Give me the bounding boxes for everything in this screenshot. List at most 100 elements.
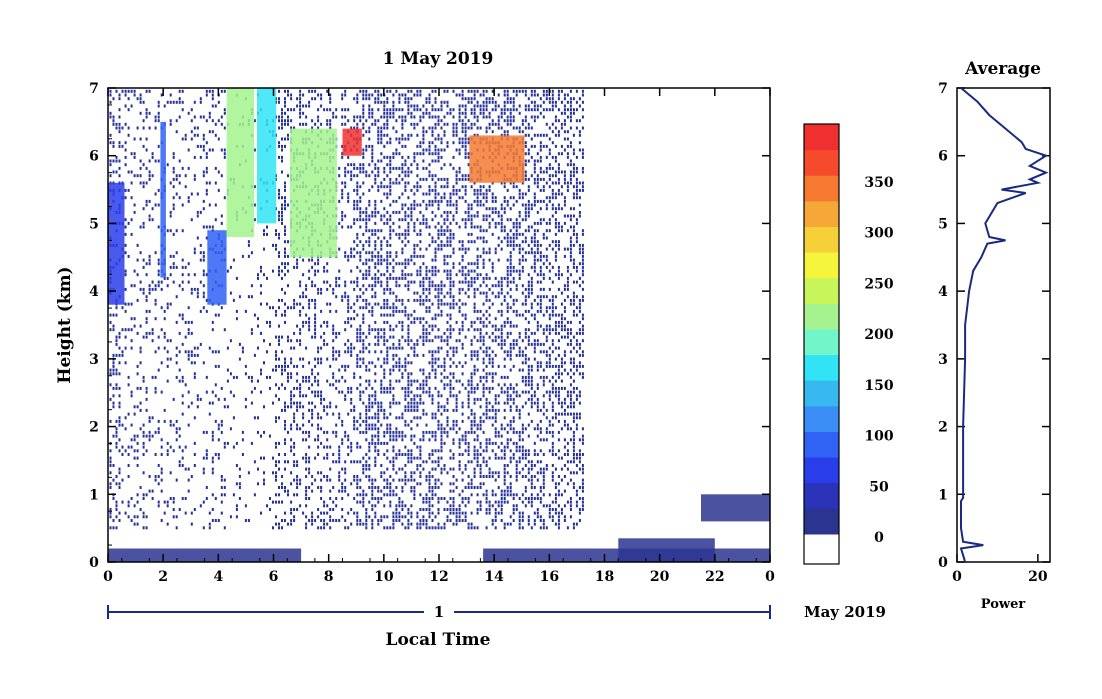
heatmap-noise-cell bbox=[497, 210, 500, 214]
heatmap-noise-cell bbox=[329, 467, 332, 471]
heatmap-noise-cell bbox=[458, 306, 461, 310]
heatmap-noise-cell bbox=[299, 386, 302, 390]
heatmap-noise-cell bbox=[317, 126, 320, 130]
heatmap-noise-cell bbox=[368, 331, 371, 335]
heatmap-noise-cell bbox=[494, 500, 497, 504]
heatmap-noise-cell bbox=[413, 379, 416, 383]
heatmap-noise-cell bbox=[302, 423, 305, 427]
heatmap-noise-cell bbox=[269, 320, 271, 324]
heatmap-noise-cell bbox=[374, 280, 377, 284]
heatmap-noise-cell bbox=[371, 438, 374, 442]
heatmap-noise-cell bbox=[383, 108, 386, 112]
heatmap-noise-cell bbox=[278, 364, 280, 368]
heatmap-noise-cell bbox=[308, 434, 311, 438]
heatmap-noise-cell bbox=[521, 405, 524, 409]
heatmap-noise-cell bbox=[362, 497, 365, 500]
heatmap-noise-cell bbox=[278, 339, 280, 343]
heatmap-noise-cell bbox=[187, 306, 190, 310]
heatmap-noise-cell bbox=[470, 240, 473, 244]
heatmap-noise-cell bbox=[446, 430, 449, 434]
heatmap-noise-cell bbox=[431, 394, 434, 398]
heatmap-noise-cell bbox=[476, 89, 479, 93]
heatmap-noise-cell bbox=[359, 519, 362, 522]
heatmap-noise-cell bbox=[467, 152, 470, 156]
heatmap-noise-cell bbox=[142, 453, 145, 456]
heatmap-noise-cell bbox=[226, 405, 229, 409]
heatmap-noise-cell bbox=[136, 464, 139, 467]
heatmap-noise-cell bbox=[163, 317, 166, 321]
heatmap-noise-cell bbox=[500, 335, 503, 339]
heatmap-noise-cell bbox=[202, 258, 205, 262]
heatmap-noise-cell bbox=[335, 309, 338, 313]
heatmap-noise-cell bbox=[464, 464, 467, 467]
heatmap-noise-cell bbox=[509, 100, 512, 104]
heatmap-noise-cell bbox=[461, 346, 464, 350]
heatmap-noise-cell bbox=[332, 486, 335, 489]
heatmap-noise-cell bbox=[377, 210, 380, 214]
heatmap-noise-cell bbox=[404, 434, 407, 438]
heatmap-noise-cell bbox=[154, 251, 157, 255]
heatmap-noise-cell bbox=[359, 185, 362, 189]
heatmap-noise-cell bbox=[338, 199, 341, 203]
heatmap-noise-cell bbox=[205, 181, 208, 185]
heatmap-noise-cell bbox=[407, 97, 410, 101]
heatmap-noise-cell bbox=[497, 471, 500, 475]
heatmap-noise-cell bbox=[500, 287, 503, 291]
heatmap-noise-cell bbox=[485, 291, 488, 295]
heatmap-noise-cell bbox=[458, 152, 461, 156]
heatmap-noise-cell bbox=[359, 390, 362, 394]
heatmap-noise-cell bbox=[190, 511, 193, 515]
heatmap-noise-cell bbox=[440, 137, 443, 141]
heatmap-noise-cell bbox=[202, 295, 205, 299]
heatmap-noise-cell bbox=[398, 379, 401, 383]
heatmap-noise-cell bbox=[521, 192, 524, 196]
heatmap-noise-cell bbox=[130, 104, 133, 108]
heatmap-noise-cell bbox=[419, 438, 422, 442]
heatmap-noise-cell bbox=[169, 471, 172, 475]
heatmap-noise-cell bbox=[154, 298, 157, 302]
heatmap-noise-cell bbox=[302, 394, 305, 398]
heatmap-noise-cell bbox=[374, 364, 377, 368]
heatmap-noise-cell bbox=[344, 471, 347, 475]
heatmap-noise-cell bbox=[491, 416, 494, 420]
heatmap-noise-cell bbox=[467, 430, 470, 434]
heatmap-noise-cell bbox=[440, 412, 443, 416]
heatmap-noise-cell bbox=[518, 394, 521, 398]
heatmap-noise-cell bbox=[278, 97, 280, 101]
heatmap-noise-cell bbox=[196, 394, 199, 398]
heatmap-noise-cell bbox=[253, 313, 256, 317]
heatmap-noise-cell bbox=[362, 390, 365, 394]
heatmap-noise-cell bbox=[368, 258, 371, 262]
heatmap-noise-cell bbox=[293, 346, 296, 350]
heatmap-noise-cell bbox=[368, 203, 371, 207]
heatmap-noise-cell bbox=[473, 295, 476, 299]
heatmap-noise-cell bbox=[458, 108, 461, 112]
heatmap-noise-cell bbox=[386, 276, 389, 280]
heatmap-noise-cell bbox=[109, 163, 112, 167]
heatmap-noise-cell bbox=[449, 346, 452, 350]
heatmap-noise-cell bbox=[422, 497, 425, 500]
heatmap-noise-cell bbox=[386, 353, 389, 357]
heatmap-noise-cell bbox=[281, 335, 283, 339]
heatmap-noise-cell bbox=[145, 434, 148, 438]
heatmap-noise-cell bbox=[169, 265, 172, 269]
heatmap-noise-cell bbox=[329, 97, 332, 101]
heatmap-noise-cell bbox=[494, 526, 497, 530]
heatmap-noise-cell bbox=[425, 500, 428, 504]
heatmap-noise-cell bbox=[482, 368, 485, 372]
heatmap-noise-cell bbox=[362, 456, 365, 460]
heatmap-noise-cell bbox=[443, 122, 446, 126]
heatmap-noise-cell bbox=[473, 287, 476, 291]
heatmap-noise-cell bbox=[341, 144, 344, 148]
heatmap-noise-cell bbox=[473, 181, 476, 185]
heatmap-noise-cell bbox=[368, 405, 371, 409]
heatmap-noise-cell bbox=[506, 522, 509, 526]
heatmap-noise-cell bbox=[458, 111, 461, 115]
heatmap-noise-cell bbox=[380, 284, 383, 288]
heatmap-noise-cell bbox=[386, 119, 389, 123]
heatmap-noise-cell bbox=[464, 361, 467, 365]
heatmap-noise-cell bbox=[488, 247, 491, 251]
heatmap-noise-cell bbox=[506, 353, 509, 357]
heatmap-noise-cell bbox=[491, 350, 494, 354]
heatmap-noise-cell bbox=[419, 229, 422, 233]
